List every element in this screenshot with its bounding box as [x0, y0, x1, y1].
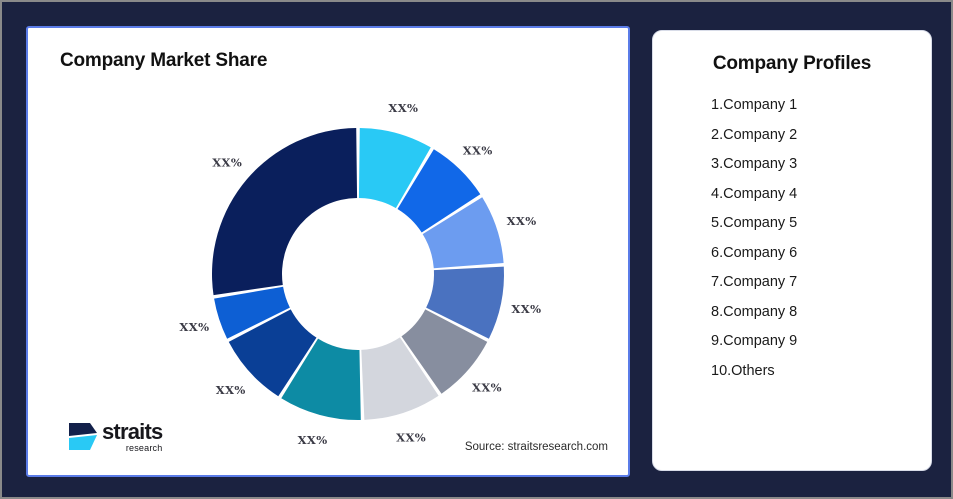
donut-slice[interactable]	[401, 309, 488, 394]
logo-subword: research	[125, 443, 163, 453]
donut-slice-label: XX%	[511, 302, 541, 316]
donut-slices	[212, 128, 504, 420]
straits-arrow-icon	[69, 423, 97, 450]
company-profiles-list: 1.Company 1 2.Company 2 3.Company 3 4.Compa…	[653, 75, 931, 379]
company-profile-item[interactable]: 8.Company 8	[711, 303, 798, 320]
donut-slice-label: XX%	[463, 143, 493, 157]
company-profile-item[interactable]: 10.Others	[711, 362, 775, 379]
company-profiles-card: Company Profiles 1.Company 1 2.Company 2 3…	[652, 30, 932, 471]
donut-slice-label: XX%	[216, 383, 246, 397]
donut-slice-label: XX%	[472, 381, 502, 395]
donut-slice[interactable]	[281, 338, 361, 420]
donut-chart-svg: XX% XX% XX% XX% XX% XX% XX% XX% XX% XX%	[179, 101, 541, 447]
chart-title: Company Market Share	[60, 50, 268, 71]
company-profile-item[interactable]: 2.Company 2	[711, 126, 798, 143]
donut-slice-label: XX%	[212, 155, 242, 169]
donut-slice[interactable]	[358, 128, 431, 209]
logo-word: straits	[102, 419, 163, 444]
company-profile-item[interactable]: 4.Company 4	[711, 185, 798, 202]
donut-slice-label: XX%	[388, 101, 418, 115]
donut-slice-label: XX%	[179, 320, 209, 334]
company-profile-item[interactable]: 9.Company 9	[711, 333, 798, 349]
donut-slice[interactable]	[214, 286, 290, 339]
company-profile-item[interactable]: 1.Company 1	[711, 97, 798, 113]
donut-slice[interactable]	[228, 309, 317, 397]
donut-slice[interactable]	[361, 337, 439, 420]
donut-chart: XX% XX% XX% XX% XX% XX% XX% XX% XX% XX%	[28, 28, 632, 479]
donut-slice-label: XX%	[507, 214, 537, 228]
logo-wordmark: straits research	[102, 419, 163, 453]
donut-slice-label: XX%	[298, 433, 328, 447]
donut-slice-labels: XX% XX% XX% XX% XX% XX% XX% XX% XX% XX%	[179, 101, 541, 447]
company-profile-item[interactable]: 6.Company 6	[711, 244, 798, 261]
donut-slice[interactable]	[422, 197, 504, 269]
source-note: Source: straitsresearch.com	[464, 441, 608, 453]
donut-slice[interactable]	[397, 149, 481, 233]
company-profile-item[interactable]: 3.Company 3	[711, 156, 798, 172]
donut-slice[interactable]	[212, 128, 358, 296]
company-profiles-title: Company Profiles	[712, 53, 872, 74]
company-profile-item[interactable]: 7.Company 7	[711, 274, 798, 290]
company-profile-item[interactable]: 5.Company 5	[711, 215, 798, 231]
straits-research-logo: straits research	[68, 419, 163, 453]
donut-slice-label: XX%	[396, 431, 426, 445]
chart-card: Company Market Share XX% XX% XX% XX% XX% XX% X…	[26, 26, 630, 477]
donut-slice[interactable]	[426, 266, 504, 339]
